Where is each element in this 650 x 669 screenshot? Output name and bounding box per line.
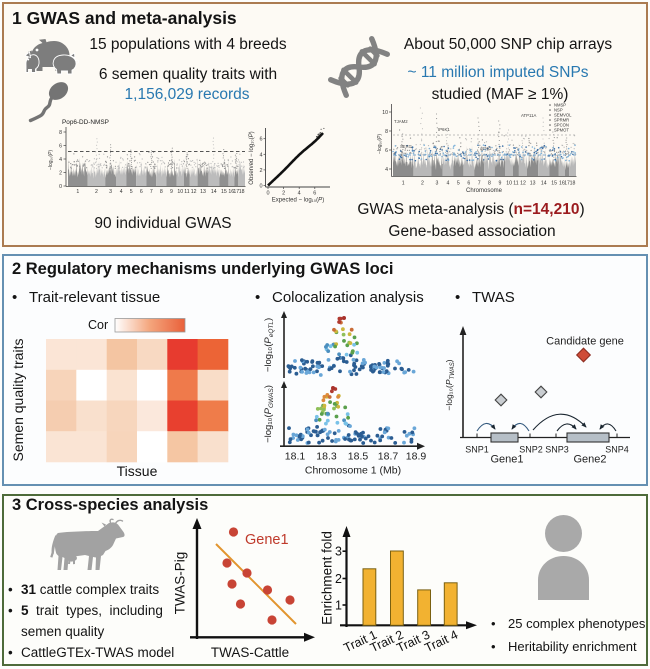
svg-text:SPCON: SPCON — [554, 123, 569, 128]
svg-text:2: 2 — [282, 191, 285, 197]
svg-text:15: 15 — [221, 189, 227, 195]
svg-text:Gene1: Gene1 — [245, 532, 289, 548]
svg-text:18.5: 18.5 — [348, 451, 369, 463]
svg-text:12: 12 — [191, 189, 197, 195]
svg-text:6: 6 — [385, 148, 388, 154]
svg-text:−log₁₀(P): −log₁₀(P) — [377, 134, 383, 154]
svg-text:16: 16 — [559, 181, 565, 187]
svg-text:5: 5 — [130, 189, 133, 195]
svg-text:8: 8 — [160, 189, 163, 195]
svg-text:Chromosome 1 (Mb): Chromosome 1 (Mb) — [305, 465, 401, 477]
svg-text:6: 6 — [259, 137, 262, 143]
svg-text:8: 8 — [488, 181, 491, 187]
svg-text:SNP3: SNP3 — [545, 445, 569, 455]
svg-text:SPMOT: SPMOT — [554, 128, 569, 133]
svg-text:SNP2: SNP2 — [519, 445, 543, 455]
svg-text:3: 3 — [335, 545, 342, 559]
svg-text:4: 4 — [259, 152, 262, 158]
svg-text:−log₁₀(PTWAS): −log₁₀(PTWAS) — [444, 359, 456, 410]
svg-text:Pop6-DD-NMSP: Pop6-DD-NMSP — [62, 119, 109, 126]
svg-text:11: 11 — [184, 189, 189, 195]
svg-text:SNP1: SNP1 — [465, 445, 489, 455]
svg-text:5: 5 — [457, 181, 460, 187]
svg-text:2: 2 — [335, 572, 342, 586]
svg-text:7: 7 — [150, 189, 153, 195]
svg-text:12: 12 — [520, 181, 526, 187]
svg-text:NMSP: NMSP — [554, 103, 566, 108]
svg-text:17: 17 — [564, 181, 570, 187]
svg-text:9: 9 — [499, 181, 502, 187]
svg-text:10: 10 — [382, 110, 388, 116]
svg-text:Chromosome: Chromosome — [466, 188, 503, 194]
svg-text:4: 4 — [120, 189, 123, 195]
svg-text:Gene2: Gene2 — [573, 454, 606, 466]
svg-text:IP6K1: IP6K1 — [438, 127, 450, 132]
svg-text:−log₁₀(P): −log₁₀(P) — [48, 150, 54, 170]
svg-text:SPRMR: SPRMR — [554, 118, 569, 123]
svg-text:6: 6 — [140, 189, 143, 195]
svg-text:ATP11A: ATP11A — [521, 113, 536, 118]
svg-text:4: 4 — [59, 157, 62, 163]
svg-text:SERG: SERG — [400, 144, 412, 149]
svg-text:Trait 4: Trait 4 — [423, 628, 461, 655]
svg-text:13: 13 — [530, 181, 536, 187]
svg-text:6: 6 — [467, 181, 470, 187]
svg-text:4: 4 — [298, 191, 301, 197]
svg-text:6: 6 — [313, 191, 316, 197]
svg-text:15: 15 — [551, 181, 557, 187]
svg-text:SNP4: SNP4 — [605, 445, 629, 455]
svg-text:Observed − log₁₀(P): Observed − log₁₀(P) — [249, 131, 255, 184]
svg-text:18: 18 — [239, 189, 245, 195]
svg-text:2: 2 — [259, 168, 262, 174]
svg-text:2: 2 — [95, 189, 98, 195]
svg-text:8: 8 — [385, 129, 388, 135]
svg-text:TJAM2: TJAM2 — [394, 119, 408, 124]
svg-text:18.9: 18.9 — [406, 451, 427, 463]
svg-text:7: 7 — [478, 181, 481, 187]
svg-text:14: 14 — [541, 181, 547, 187]
svg-text:Expected − log₁₀(P): Expected − log₁₀(P) — [272, 198, 324, 204]
svg-text:dENG: dENG — [480, 146, 491, 151]
svg-text:9: 9 — [170, 189, 173, 195]
svg-text:13: 13 — [200, 189, 206, 195]
svg-text:4: 4 — [447, 181, 450, 187]
svg-text:1: 1 — [335, 599, 342, 613]
svg-text:18: 18 — [570, 181, 576, 187]
svg-text:11: 11 — [513, 181, 518, 187]
svg-text:10: 10 — [177, 189, 183, 195]
svg-text:Candidate gene: Candidate gene — [546, 336, 624, 348]
svg-text:0: 0 — [259, 184, 262, 190]
svg-text:10: 10 — [506, 181, 512, 187]
svg-text:2: 2 — [421, 181, 424, 187]
svg-text:0: 0 — [266, 191, 269, 197]
svg-text:SEMVOL: SEMVOL — [554, 113, 572, 118]
svg-text:1: 1 — [402, 181, 405, 187]
svg-text:−log₁₀(PeQTL): −log₁₀(PeQTL) — [263, 318, 275, 372]
svg-text:3: 3 — [109, 189, 112, 195]
svg-text:3: 3 — [436, 181, 439, 187]
svg-text:0: 0 — [59, 184, 62, 190]
svg-text:NSP: NSP — [554, 108, 563, 113]
svg-text:18.7: 18.7 — [378, 451, 399, 463]
svg-text:16: 16 — [228, 189, 234, 195]
svg-text:1: 1 — [76, 189, 79, 195]
svg-text:Gene1: Gene1 — [490, 454, 523, 466]
svg-text:18.3: 18.3 — [316, 451, 337, 463]
svg-text:8: 8 — [59, 130, 62, 136]
svg-text:18.1: 18.1 — [285, 451, 306, 463]
svg-text:4: 4 — [385, 167, 388, 173]
svg-text:14: 14 — [211, 189, 217, 195]
svg-text:6: 6 — [59, 143, 62, 149]
svg-text:2: 2 — [59, 170, 62, 176]
svg-text:17: 17 — [233, 189, 239, 195]
svg-text:−log₁₀(PGWAS): −log₁₀(PGWAS) — [263, 385, 275, 443]
